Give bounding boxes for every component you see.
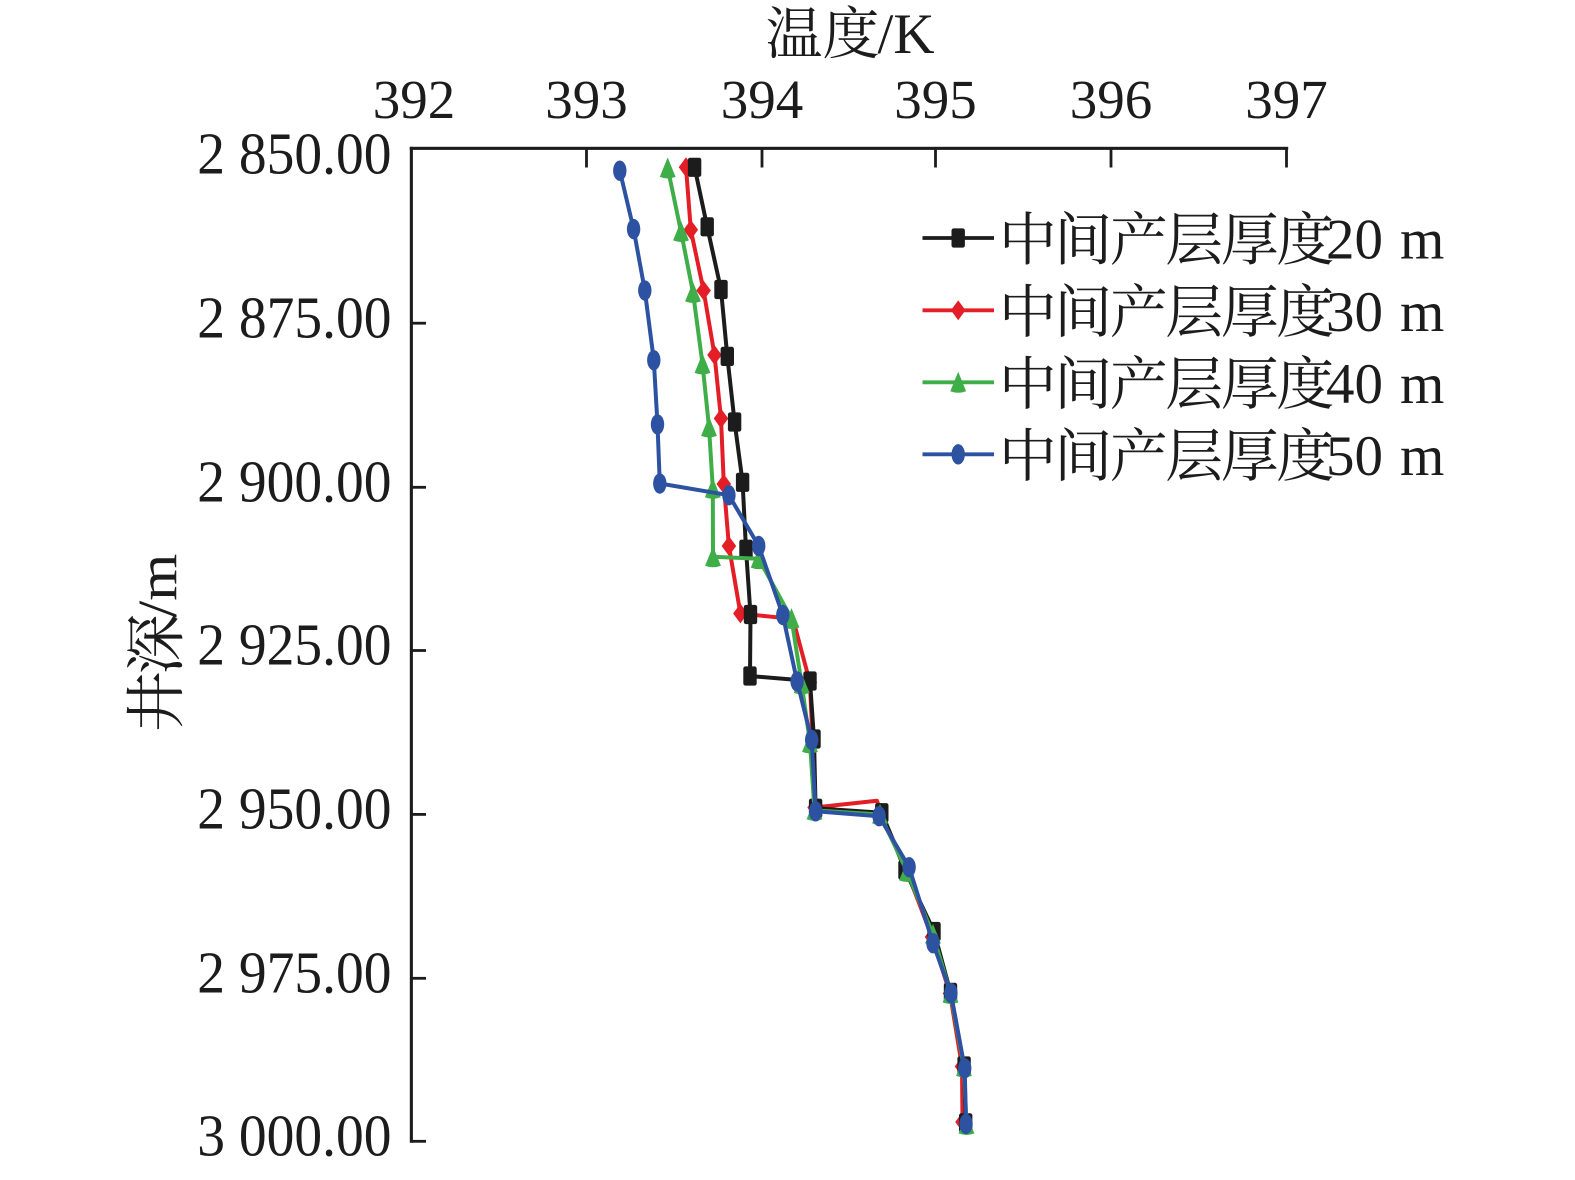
svg-text:2 875.00: 2 875.00 (197, 286, 391, 351)
svg-text:393: 393 (545, 69, 628, 130)
svg-text:m: m (1400, 425, 1444, 488)
svg-text:/K: /K (878, 3, 935, 66)
svg-text:2 925.00: 2 925.00 (197, 613, 391, 678)
svg-text:2 900.00: 2 900.00 (197, 450, 391, 515)
svg-text:2 850.00: 2 850.00 (197, 122, 391, 187)
svg-text:396: 396 (1070, 69, 1153, 130)
svg-text:395: 395 (894, 69, 977, 130)
svg-text:392: 392 (373, 69, 456, 130)
svg-text:50: 50 (1326, 425, 1383, 488)
svg-text:/m: /m (127, 554, 189, 618)
svg-text:397: 397 (1245, 69, 1328, 130)
svg-text:3 000.00: 3 000.00 (197, 1104, 391, 1169)
svg-text:2 975.00: 2 975.00 (197, 941, 391, 1006)
svg-text:m: m (1400, 281, 1444, 344)
svg-text:394: 394 (721, 69, 804, 130)
svg-text:40: 40 (1326, 353, 1383, 416)
svg-text:2 950.00: 2 950.00 (197, 777, 391, 842)
svg-text:30: 30 (1326, 281, 1383, 344)
svg-text:20: 20 (1326, 209, 1383, 272)
svg-text:m: m (1400, 353, 1444, 416)
svg-text:m: m (1400, 209, 1444, 272)
